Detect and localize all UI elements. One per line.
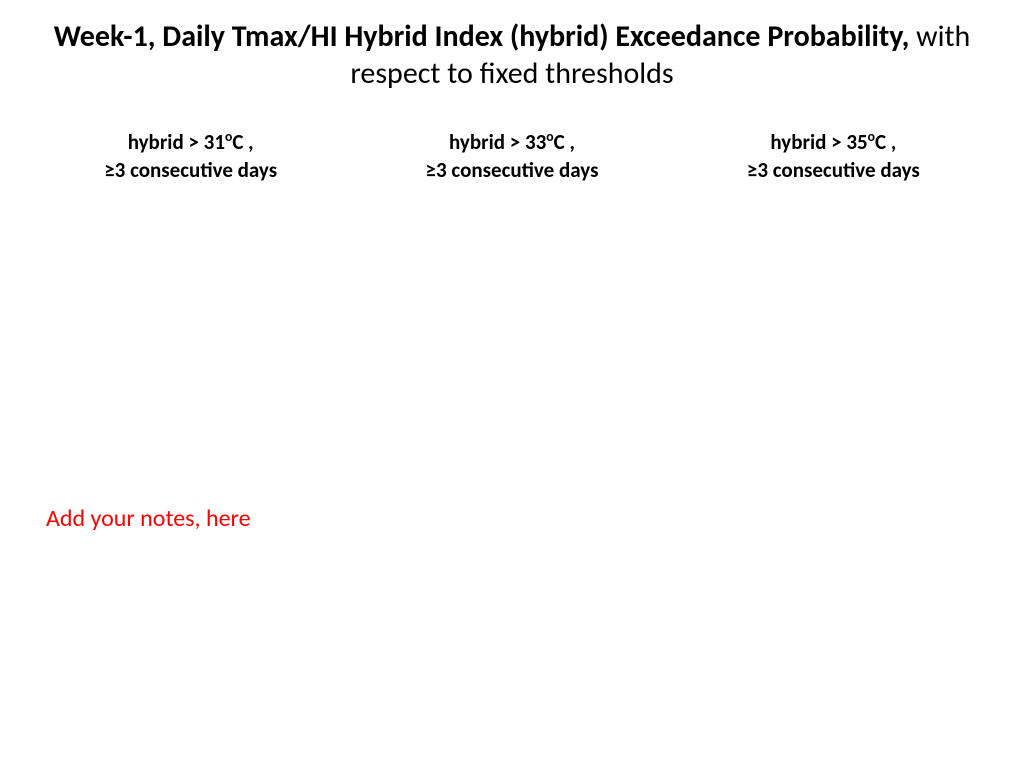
threshold-column-35: hybrid > 35oC , ≥3 consecutive days	[673, 128, 994, 185]
threshold-line1: hybrid > 35oC ,	[673, 128, 994, 156]
title-bold-part: Week-1, Daily Tmax/HI Hybrid Index (hybr…	[54, 18, 910, 55]
consecutive-text: 3 consecutive days	[115, 157, 277, 183]
slide-title: Week-1, Daily Tmax/HI Hybrid Index (hybr…	[0, 0, 1024, 92]
gte-symbol: ≥	[426, 157, 436, 183]
degree-symbol: o	[546, 128, 553, 145]
threshold-line1: hybrid > 33oC ,	[351, 128, 672, 156]
threshold-columns: hybrid > 31oC , ≥3 consecutive days hybr…	[0, 128, 1024, 185]
threshold-column-33: hybrid > 33oC , ≥3 consecutive days	[351, 128, 672, 185]
consecutive-text: 3 consecutive days	[757, 157, 919, 183]
degree-symbol: o	[868, 128, 875, 145]
threshold-line1: hybrid > 31oC ,	[30, 128, 351, 156]
threshold-suffix: C ,	[875, 129, 896, 155]
threshold-line2: ≥3 consecutive days	[30, 156, 351, 184]
threshold-prefix: hybrid > 33	[449, 129, 546, 155]
threshold-prefix: hybrid > 31	[128, 129, 225, 155]
threshold-line2: ≥3 consecutive days	[673, 156, 994, 184]
threshold-column-31: hybrid > 31oC , ≥3 consecutive days	[30, 128, 351, 185]
consecutive-text: 3 consecutive days	[436, 157, 598, 183]
threshold-suffix: C ,	[554, 129, 575, 155]
gte-symbol: ≥	[104, 157, 114, 183]
threshold-line2: ≥3 consecutive days	[351, 156, 672, 184]
threshold-prefix: hybrid > 35	[770, 129, 867, 155]
notes-placeholder[interactable]: Add your notes, here	[46, 504, 251, 533]
threshold-suffix: C ,	[232, 129, 253, 155]
gte-symbol: ≥	[747, 157, 757, 183]
